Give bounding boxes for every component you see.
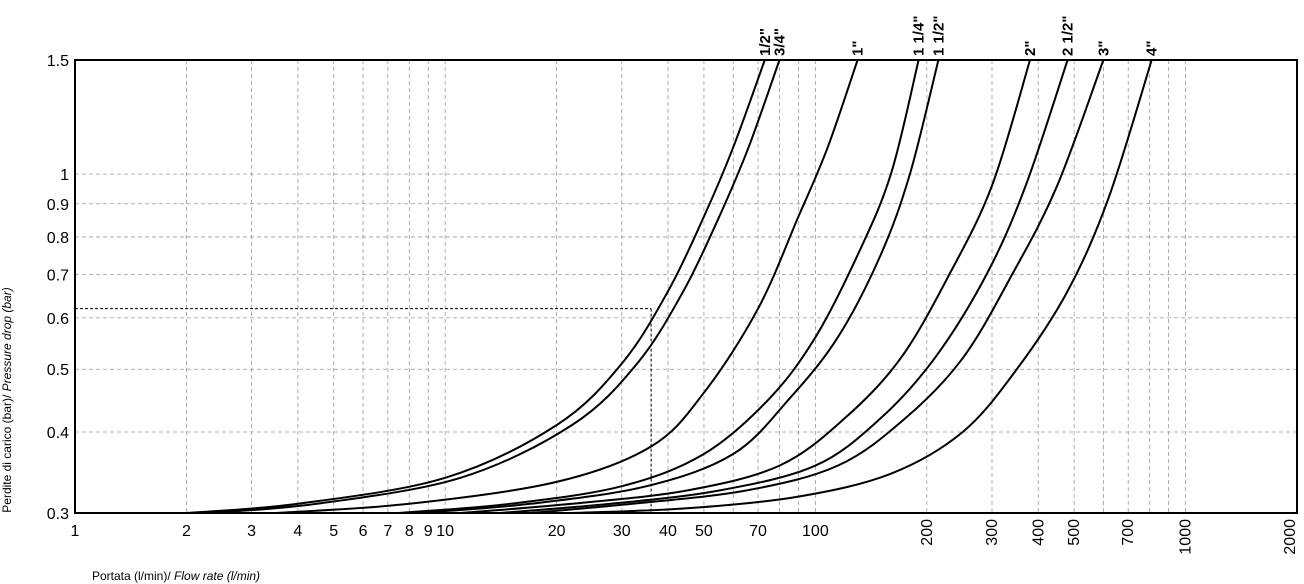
series-label-8: 3" <box>1095 41 1112 56</box>
series-label-2: 3/4" <box>772 28 789 56</box>
y-tick-label: 0.4 <box>47 425 69 442</box>
y-tick-label: 0.9 <box>47 197 69 214</box>
series-lines <box>186 59 1153 514</box>
x-tick-label: 7 <box>383 523 392 540</box>
x-tick-label: 300 <box>984 519 1001 546</box>
x-tick-label: 1000 <box>1178 519 1195 555</box>
y-tick-labels: 0.3 0.4 0.5 0.6 0.7 0.8 0.9 1 1.5 <box>47 53 69 523</box>
series-label-1: 1/2" <box>757 28 774 56</box>
x-tick-label: 70 <box>749 523 767 540</box>
series-label-9: 4" <box>1144 41 1161 56</box>
y-axis-label: Perdite di carico (bar)/ Pressure drop (… <box>0 287 14 512</box>
x-tick-labels: 1 2 3 4 5 6 7 8 9 10 20 30 40 50 70 100 200 300 400 500 700 1… <box>71 519 1299 555</box>
series-line-1 <box>186 59 766 514</box>
x-tick-label: 500 <box>1066 519 1083 546</box>
series-line-9 <box>571 59 1153 514</box>
series-line-6 <box>460 59 1031 514</box>
x-axis-label-en: Flow rate (l/min) <box>174 569 260 583</box>
x-tick-label: 5 <box>329 523 338 540</box>
y-tick-label: 0.5 <box>47 362 69 379</box>
x-tick-label: 1 <box>71 523 80 540</box>
series-label-3: 1" <box>850 41 867 56</box>
series-line-5 <box>419 59 940 514</box>
x-tick-label: 9 <box>424 523 433 540</box>
series-label-7: 2 1/2" <box>1060 16 1077 56</box>
y-tick-label: 0.3 <box>47 506 69 523</box>
x-tick-label: 8 <box>405 523 414 540</box>
y-tick-label: 1.5 <box>47 53 69 70</box>
x-tick-label: 50 <box>695 523 713 540</box>
x-tick-label: 3 <box>247 523 256 540</box>
y-tick-label: 0.7 <box>47 268 69 285</box>
y-tick-label: 0.8 <box>47 230 69 247</box>
x-tick-label: 100 <box>802 523 829 540</box>
series-label-5: 1 1/2" <box>930 16 947 56</box>
series-line-7 <box>499 59 1069 514</box>
x-tick-label: 200 <box>919 519 936 546</box>
series-line-8 <box>530 59 1105 514</box>
series-line-3 <box>276 59 859 514</box>
y-axis-label-en: Pressure drop (bar) <box>0 287 14 391</box>
y-axis-label-it: Perdite di carico (bar)/ <box>0 391 14 512</box>
x-axis-label-it: Portata (l/min)/ <box>92 569 174 583</box>
x-tick-label: 2 <box>182 523 191 540</box>
x-axis-label: Portata (l/min)/ Flow rate (l/min) <box>92 569 260 583</box>
reference-lines <box>75 308 652 513</box>
x-tick-label: 6 <box>359 523 368 540</box>
x-tick-label: 2000 <box>1282 519 1299 555</box>
x-tick-label: 20 <box>548 523 566 540</box>
series-label-6: 2" <box>1022 41 1039 56</box>
x-tick-label: 400 <box>1030 519 1047 546</box>
plot-frame <box>74 59 1298 514</box>
y-tick-label: 0.6 <box>47 311 69 328</box>
y-tick-label: 1 <box>60 167 69 184</box>
series-labels: 1/2"3/4" 1" 1 1/4" 1 1/2" 2" 2 1/2" 3" 4" <box>757 16 1161 56</box>
x-tick-label: 4 <box>293 523 302 540</box>
series-label-4: 1 1/4" <box>911 16 928 56</box>
x-tick-label: 700 <box>1120 519 1137 546</box>
series-line-2 <box>208 59 781 514</box>
x-tick-label: 10 <box>436 523 454 540</box>
x-tick-label: 40 <box>659 523 677 540</box>
series-line-4 <box>398 59 920 514</box>
x-tick-label: 30 <box>613 523 631 540</box>
